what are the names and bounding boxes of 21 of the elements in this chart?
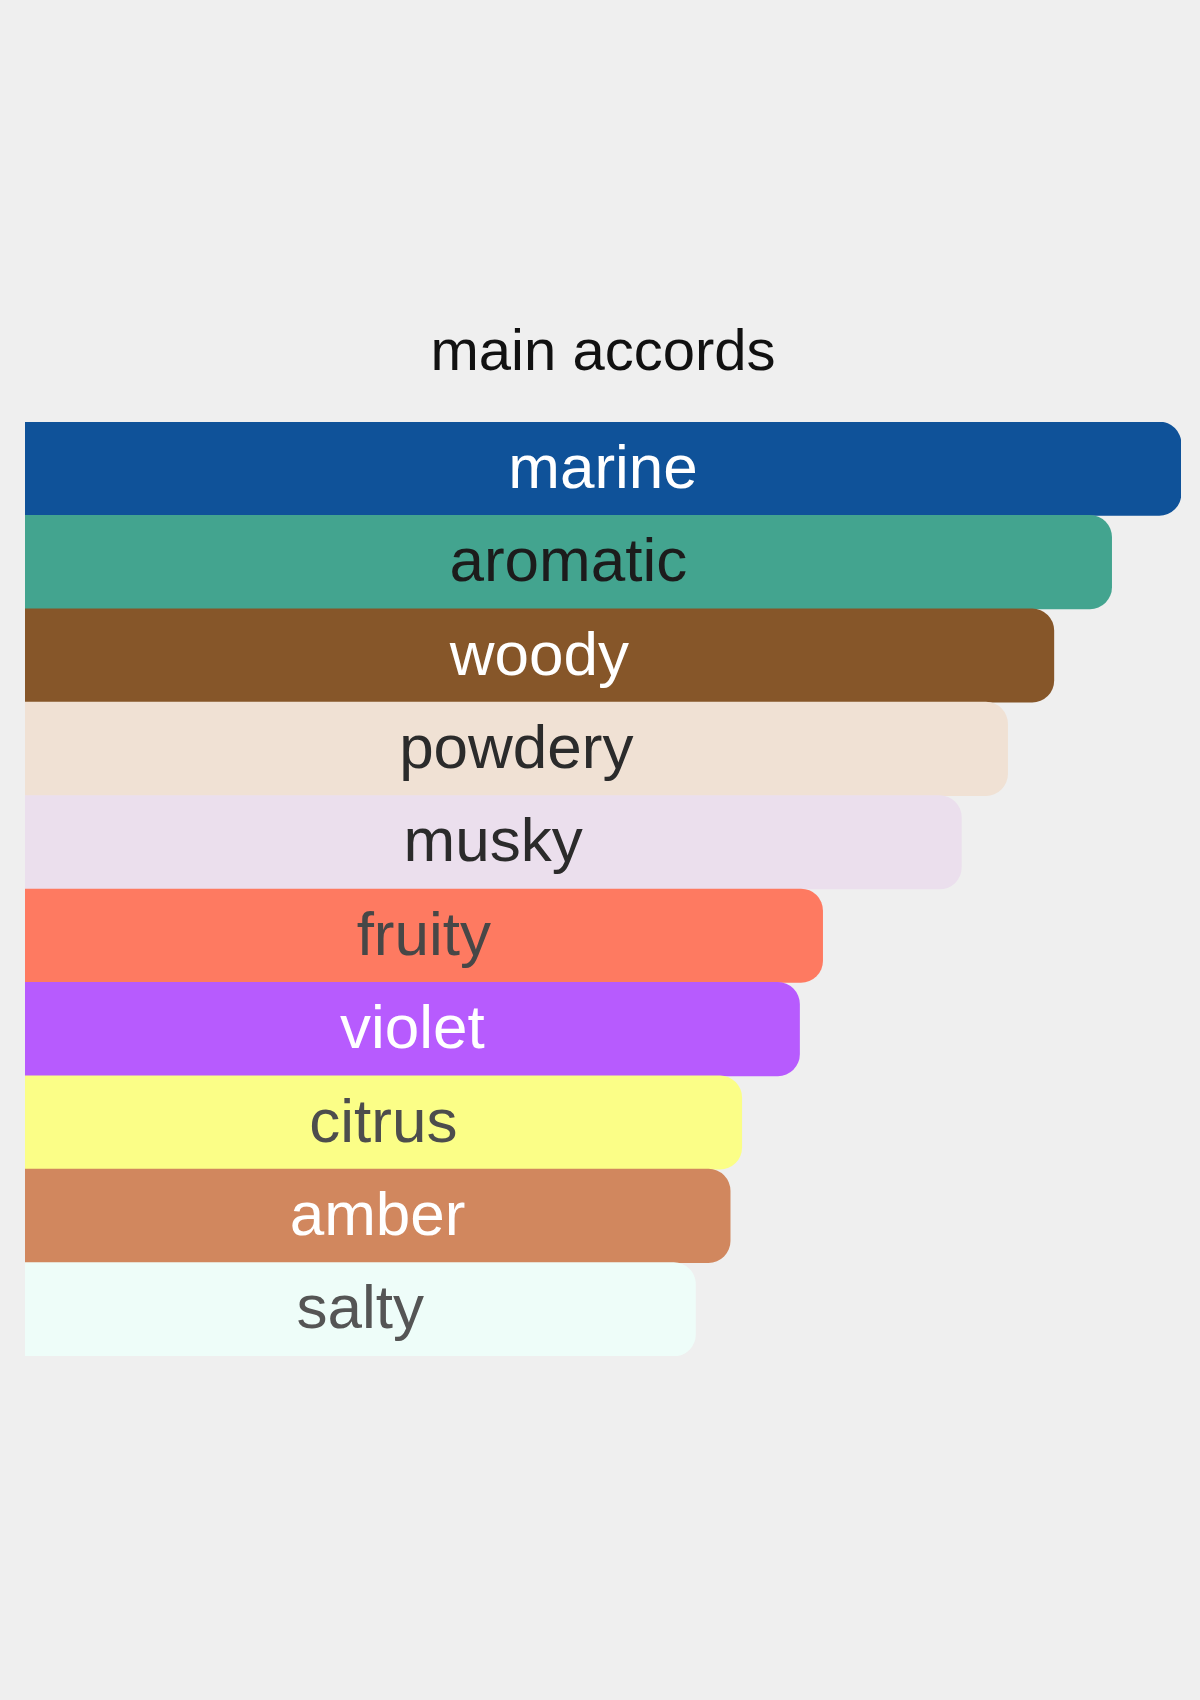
bar bbox=[25, 1075, 743, 1170]
y-tick-label: citrus bbox=[309, 1085, 458, 1155]
y-tick-label: woody bbox=[448, 618, 630, 688]
y-tick-label: amber bbox=[289, 1178, 466, 1248]
bar bbox=[25, 888, 823, 983]
y-tick-label: aromatic bbox=[449, 525, 688, 595]
chart-title: main accords bbox=[430, 317, 776, 382]
bar bbox=[25, 982, 800, 1077]
bar bbox=[25, 1262, 696, 1356]
y-tick-label: powdery bbox=[399, 711, 634, 781]
bar bbox=[25, 701, 1008, 796]
y-tick-label: musky bbox=[403, 805, 583, 875]
y-tick-label: salty bbox=[296, 1272, 424, 1342]
bar bbox=[25, 795, 962, 890]
bar bbox=[25, 422, 1181, 516]
y-tick-label: violet bbox=[339, 992, 485, 1062]
bar bbox=[25, 1168, 731, 1263]
bar bbox=[25, 608, 1055, 703]
y-tick-label: marine bbox=[508, 431, 698, 501]
bar bbox=[25, 515, 1112, 610]
y-tick-label: fruity bbox=[356, 898, 491, 968]
